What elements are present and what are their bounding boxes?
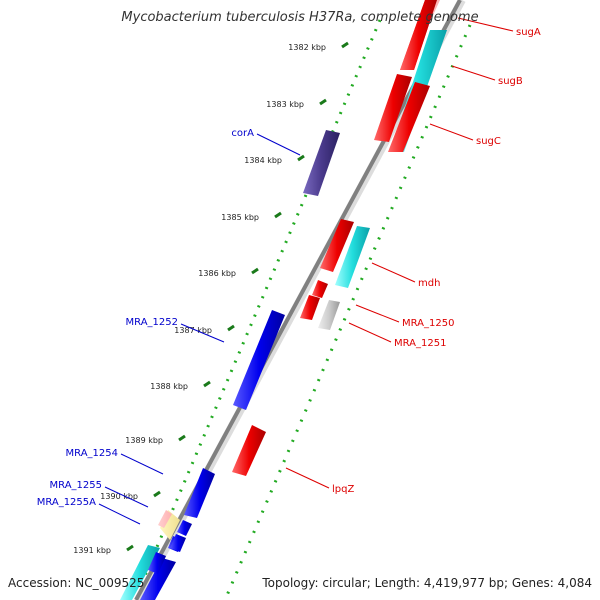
tick-mark xyxy=(297,154,305,162)
tick-marks: 1382 kbp 1383 kbp 1384 kbp 1385 kbp 1386 kbp… xyxy=(73,41,349,555)
genome-title: Mycobacterium tuberculosis H37Ra, comple… xyxy=(121,10,479,25)
gene-mra-1251[interactable] xyxy=(312,280,328,298)
tick-label: 1391 kbp xyxy=(73,546,111,555)
gene-connector-mra-1252 xyxy=(180,323,225,343)
gene-label-cora[interactable]: corA xyxy=(231,128,254,139)
tick-label: 1383 kbp xyxy=(266,100,304,109)
gene-label-sugb[interactable]: sugB xyxy=(498,76,523,87)
gene-cora[interactable] xyxy=(303,130,340,196)
gene-connector-sugb xyxy=(451,65,496,81)
gene-mdh[interactable] xyxy=(320,219,354,272)
gene-mra-1250[interactable] xyxy=(300,295,320,320)
gene-connector-suga xyxy=(457,17,514,32)
gene-label-sugc[interactable]: sugC xyxy=(476,136,501,147)
tick-mark xyxy=(227,324,235,332)
gene-feature[interactable] xyxy=(318,300,340,330)
gene-connector-lpqz xyxy=(285,467,330,489)
gene-connector-mra-1255a xyxy=(98,503,141,525)
tick-label: 1389 kbp xyxy=(125,436,163,445)
gene-connector-mra-1255 xyxy=(104,486,149,508)
tick-label: 1387 kbp xyxy=(174,326,212,335)
gene-feature[interactable] xyxy=(140,558,176,600)
genome-backbone xyxy=(134,0,462,600)
gene-connector-mra-1254 xyxy=(120,453,164,475)
tick-label: 1390 kbp xyxy=(100,492,138,501)
tick-track-inner xyxy=(223,24,472,600)
gene-sugc[interactable] xyxy=(388,82,430,152)
gene-mra-1255[interactable] xyxy=(170,534,186,552)
tick-track-outer xyxy=(141,19,382,581)
gene-label-mra-1255a[interactable]: MRA_1255A xyxy=(37,497,96,508)
tick-mark xyxy=(274,211,282,219)
gene-label-mra-1250[interactable]: MRA_1250 xyxy=(402,318,454,329)
accession-text: Accession: NC_009525 xyxy=(8,576,145,590)
topology-text: Topology: circular; Length: 4,419,977 bp… xyxy=(262,576,592,590)
tick-label: 1385 kbp xyxy=(221,213,259,222)
tick-mark xyxy=(319,98,327,106)
tick-label: 1382 kbp xyxy=(288,43,326,52)
gene-label-mra-1255[interactable]: MRA_1255 xyxy=(50,480,102,491)
gene-label-mra-1252[interactable]: MRA_1252 xyxy=(126,317,178,328)
gene-connector-mra-1250 xyxy=(355,304,400,323)
gene-suga[interactable] xyxy=(400,0,437,70)
tick-mark xyxy=(126,544,134,552)
gene-mra-1254[interactable] xyxy=(184,468,215,518)
gene-connector-cora xyxy=(256,133,301,156)
gene-mra-1252[interactable] xyxy=(233,310,285,410)
tick-mark xyxy=(153,490,161,498)
gene-features xyxy=(120,0,447,600)
gene-mra-1255a[interactable] xyxy=(148,552,166,574)
gene-feature[interactable] xyxy=(335,226,370,288)
gene-label-suga[interactable]: sugA xyxy=(516,27,541,38)
gene-labels: sugA sugB sugC corA mdh MRA_1250 MRA_1251 MRA_1… xyxy=(37,17,541,525)
gene-feature[interactable] xyxy=(158,510,172,528)
gene-lpqz[interactable] xyxy=(232,425,266,476)
gene-label-mdh[interactable]: mdh xyxy=(418,278,440,289)
gene-label-lpqz[interactable]: lpqZ xyxy=(332,484,354,495)
tick-label: 1384 kbp xyxy=(244,156,282,165)
gene-connector-mra-1251 xyxy=(348,322,392,343)
tick-mark xyxy=(178,434,186,442)
gene-connector-sugc xyxy=(429,123,474,141)
gene-label-mra-1254[interactable]: MRA_1254 xyxy=(66,448,118,459)
tick-mark xyxy=(341,41,349,49)
gene-feature[interactable] xyxy=(177,520,192,536)
gene-connector-mdh xyxy=(371,262,416,283)
tick-label: 1386 kbp xyxy=(198,269,236,278)
tick-label: 1388 kbp xyxy=(150,382,188,391)
tick-mark xyxy=(251,267,259,275)
gene-sugb[interactable] xyxy=(374,74,412,142)
tick-mark xyxy=(203,380,211,388)
gene-feature[interactable] xyxy=(120,545,160,600)
gene-label-mra-1251[interactable]: MRA_1251 xyxy=(394,338,446,349)
